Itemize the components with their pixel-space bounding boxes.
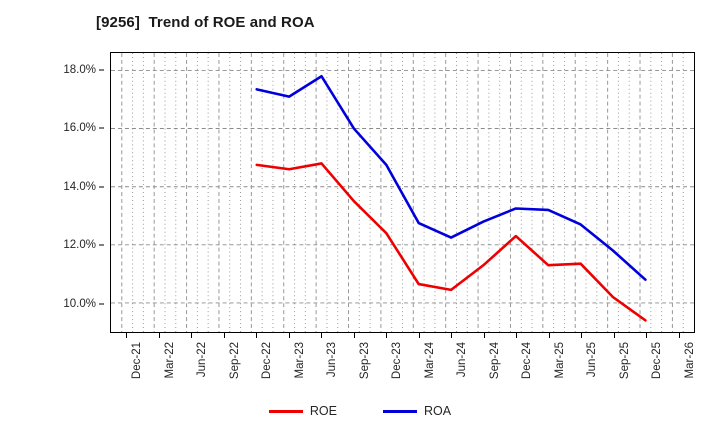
x-tick-label: Mar-26 — [683, 342, 696, 379]
x-tick-mark — [256, 333, 258, 338]
x-tick-mark — [516, 333, 518, 338]
y-tick-label: 12.0% — [63, 239, 96, 252]
x-tick-label: Jun-23 — [326, 342, 339, 378]
x-tick-mark — [158, 333, 160, 338]
x-tick-label: Sep-24 — [488, 342, 501, 380]
x-tick-label: Dec-23 — [391, 342, 404, 380]
x-tick-mark — [418, 333, 420, 338]
y-tick-label: 14.0% — [63, 180, 96, 193]
plot-area — [110, 52, 695, 333]
x-tick-label: Sep-23 — [358, 342, 371, 380]
x-tick-mark — [386, 333, 388, 338]
x-axis: Dec-21 Mar-22 Jun-22 Sep-22 Dec-22 Mar-23 Jun-… — [110, 333, 696, 433]
x-tick-label: Sep-22 — [228, 342, 241, 380]
x-tick-mark — [223, 333, 225, 338]
y-tick-mark — [99, 69, 104, 71]
x-tick-mark — [646, 333, 648, 338]
x-tick-label: Dec-24 — [521, 342, 534, 380]
x-tick-mark — [288, 333, 290, 338]
x-tick-label: Mar-23 — [293, 342, 306, 379]
chart-title: [9256] Trend of ROE and ROA — [96, 14, 315, 31]
x-tick-mark — [483, 333, 485, 338]
x-tick-mark — [678, 333, 680, 338]
legend-color-swatch-roa-icon — [383, 409, 417, 413]
x-tick-label: Mar-22 — [163, 342, 176, 379]
y-tick-label: 18.0% — [63, 63, 96, 76]
y-tick-label: 16.0% — [63, 122, 96, 135]
x-tick-mark — [321, 333, 323, 338]
legend-item[interactable]: ROE — [268, 404, 337, 418]
y-tick-label: 10.0% — [63, 297, 96, 310]
legend-color-swatch-roe-icon — [268, 409, 303, 413]
x-tick-label: Jun-25 — [586, 342, 599, 378]
y-axis: 10.0% 12.0% 14.0% 16.0% 18.0% — [0, 52, 104, 333]
x-tick-mark — [548, 333, 550, 338]
x-tick-label: Jun-22 — [196, 342, 209, 378]
legend-item[interactable]: ROA — [383, 404, 451, 418]
x-tick-mark — [451, 333, 453, 338]
x-tick-label: Dec-21 — [131, 342, 144, 380]
y-tick-mark — [99, 244, 104, 246]
legend-label: ROA — [424, 404, 452, 418]
x-tick-label: Dec-22 — [261, 342, 274, 380]
x-tick-label: Mar-25 — [553, 342, 566, 379]
legend-label: ROE — [309, 404, 337, 418]
x-tick-label: Dec-25 — [651, 342, 664, 380]
grid-lines — [111, 53, 694, 332]
x-tick-mark — [191, 333, 193, 338]
y-tick-mark — [99, 127, 104, 129]
x-tick-mark — [353, 333, 355, 338]
x-tick-label: Sep-25 — [618, 342, 631, 380]
chart-legend: ROE ROA — [0, 404, 720, 418]
x-tick-mark — [613, 333, 615, 338]
y-tick-mark — [99, 303, 104, 305]
y-tick-mark — [99, 186, 104, 188]
data-series-lines — [255, 74, 647, 322]
x-tick-mark — [581, 333, 583, 338]
x-tick-mark — [126, 333, 128, 338]
x-tick-label: Mar-24 — [423, 342, 436, 379]
x-tick-label: Jun-24 — [456, 342, 469, 378]
